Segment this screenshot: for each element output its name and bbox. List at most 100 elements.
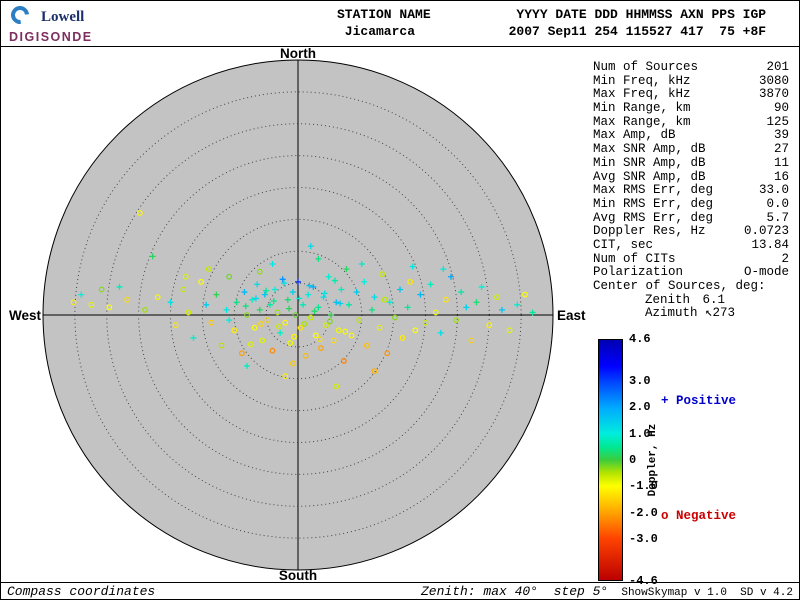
stat-row: Min RMS Err, deg 0.0 <box>593 196 793 212</box>
station-header-labels: STATION NAME YYYY DATE DDD HHMMSS AXN PP… <box>337 7 767 22</box>
source-point-negative <box>422 319 429 326</box>
stat-label: Max Freq, kHz <box>593 87 691 102</box>
source-point-negative <box>258 321 264 327</box>
source-point-positive <box>226 317 233 324</box>
stat-row: Max Range, km 125 <box>593 114 793 130</box>
source-point-negative <box>208 319 215 326</box>
source-point-positive <box>478 283 485 290</box>
circle-marker-icon: o <box>661 509 669 523</box>
source-point-positive <box>333 299 340 306</box>
compass-label-north: North <box>280 46 316 61</box>
skymap-plot <box>42 59 554 571</box>
source-point-positive <box>371 294 378 301</box>
stat-label: Min RMS Err, deg <box>593 196 714 211</box>
source-point-negative <box>88 301 95 308</box>
stat-value: O-mode <box>743 265 789 280</box>
source-point-negative <box>335 327 342 334</box>
compass-label-south: South <box>278 568 318 583</box>
source-point-positive <box>279 276 286 283</box>
source-point-positive <box>284 296 291 303</box>
stat-value: 3870 <box>758 87 789 102</box>
colorbar-tick: 2.0 <box>629 400 651 415</box>
source-point-positive <box>233 299 240 306</box>
source-point-negative <box>301 321 308 327</box>
source-point-positive <box>167 299 174 306</box>
stat-value: 0.0 <box>766 196 789 211</box>
source-point-positive <box>203 301 210 308</box>
lowell-digisonde-logo: Lowell DIGISONDE <box>7 2 139 45</box>
stat-row: Min Range, km 90 <box>593 101 793 116</box>
source-point-positive <box>241 289 248 296</box>
source-point-negative <box>251 324 258 331</box>
zenith-scale-label: Zenith: max 40° step 5° <box>421 584 609 599</box>
source-point-positive <box>272 286 279 293</box>
source-point-negative <box>244 312 250 318</box>
source-point-positive <box>325 273 332 280</box>
source-point-positive <box>149 253 156 260</box>
source-point-positive <box>256 306 263 313</box>
stat-label: Zenith <box>645 292 691 307</box>
source-point-negative <box>494 294 500 301</box>
colorbar-title: Doppler, Hz <box>647 423 659 497</box>
source-point-positive <box>417 291 424 298</box>
source-point-negative <box>98 286 105 293</box>
stat-value: 125 <box>766 114 789 129</box>
colorbar-tick-labels: 4.6 3.0 2.0 1.0 0 -1.0 -2.0 -3.0 -4.6 <box>629 332 663 588</box>
source-point-positive <box>386 299 393 306</box>
source-point-positive <box>499 306 505 313</box>
stat-value: 5.7 <box>766 210 789 225</box>
stat-value: 90 <box>773 101 789 116</box>
source-point-negative <box>330 337 337 344</box>
station-header-table: STATION NAME YYYY DATE DDD HHMMSS AXN PP… <box>337 6 766 40</box>
compass-label-west: West <box>8 308 41 323</box>
colorbar-tick: 4.6 <box>629 332 651 346</box>
stat-row: Max Freq, kHz 3870 <box>593 88 793 102</box>
source-point-positive <box>306 282 313 289</box>
source-point-positive <box>368 306 375 313</box>
source-point-positive <box>358 261 365 267</box>
source-point-negative <box>341 358 347 364</box>
stat-label: Avg SNR Amp, dB <box>593 169 706 184</box>
lowell-swoosh-icon <box>7 2 33 28</box>
source-point-negative <box>282 373 289 380</box>
source-point-positive <box>346 301 352 308</box>
source-point-positive <box>320 294 327 301</box>
source-point-positive <box>315 304 322 311</box>
source-point-positive <box>343 266 350 273</box>
source-point-negative <box>384 350 391 357</box>
source-point-negative <box>124 296 131 303</box>
source-point-negative <box>297 324 304 331</box>
source-point-positive <box>289 289 296 296</box>
source-point-negative <box>323 322 329 329</box>
source-point-negative <box>142 307 148 313</box>
source-point-negative <box>333 383 340 390</box>
source-point-negative <box>154 294 161 301</box>
source-point-negative <box>259 337 266 344</box>
legend-negative-label: Negative <box>676 509 737 523</box>
source-point-negative <box>264 317 271 324</box>
source-point-negative <box>316 336 323 343</box>
source-point-positive <box>223 306 230 313</box>
source-point-negative <box>302 352 309 359</box>
stat-label: Min SNR Amp, dB <box>593 155 706 170</box>
source-point-negative <box>326 318 333 325</box>
stat-label: Polarization <box>593 265 684 280</box>
source-point-positive <box>311 308 318 315</box>
source-point-negative <box>290 360 296 367</box>
stat-row: Doppler Res, Hz 0.0723 <box>593 225 793 239</box>
stat-row: Polarization O-mode <box>593 266 793 280</box>
source-point-negative <box>342 328 349 335</box>
stat-row: Min Freq, kHz 3080 <box>593 74 793 89</box>
source-point-positive <box>270 297 277 304</box>
source-point-positive <box>116 283 123 290</box>
source-point-negative <box>182 273 189 280</box>
stat-value: 39 <box>773 128 789 143</box>
source-point-negative <box>205 266 212 273</box>
source-point-positive <box>252 295 259 302</box>
legend-negative: o Negative <box>661 509 736 523</box>
source-point-negative <box>348 332 355 339</box>
source-point-negative <box>376 324 383 331</box>
footer-bar: Compass coordinates Zenith: max 40° step… <box>1 582 799 599</box>
source-point-negative <box>363 342 370 349</box>
source-point-negative <box>291 333 298 340</box>
